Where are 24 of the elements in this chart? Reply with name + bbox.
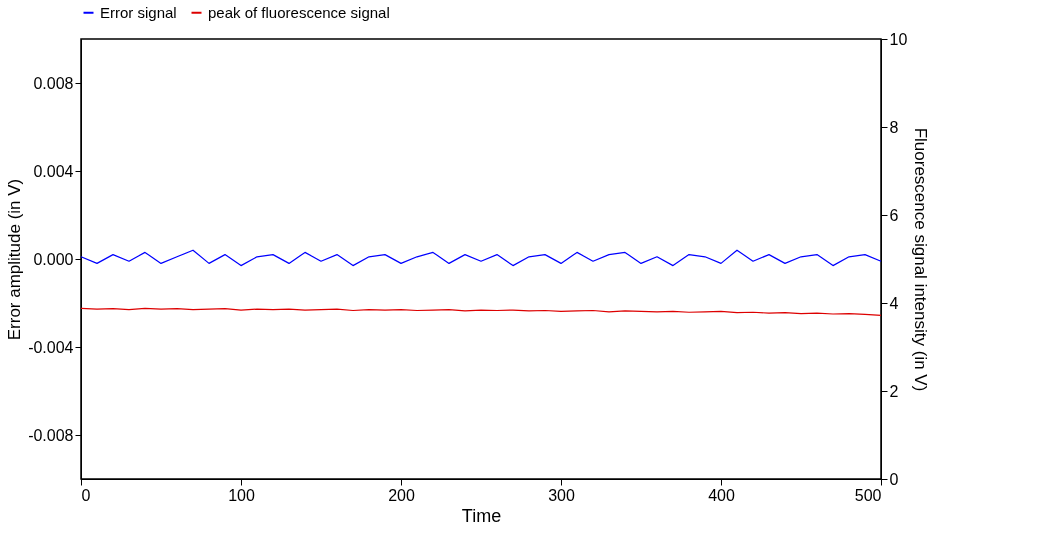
y2-tick-label: 0 (889, 470, 899, 488)
y-tick-label: 0.000 (33, 250, 74, 268)
legend-label: peak of fluorescence signal (208, 3, 390, 21)
y-tick-label: -0.004 (28, 338, 74, 356)
y2-tick-label: 2 (889, 382, 899, 400)
y2-tick-label: 4 (889, 294, 899, 312)
y-tick-label: -0.008 (28, 426, 74, 444)
x-tick-label: 400 (708, 486, 735, 504)
legend-label: Error signal (100, 3, 177, 21)
y2-axis-title: Fluorescence signal intensity (in V) (911, 127, 931, 392)
x-tick-label: 200 (388, 486, 415, 504)
x-tick-label: 100 (228, 486, 255, 504)
y2-tick-label: 8 (889, 118, 899, 136)
line-series (80, 249, 882, 267)
x-tick-label: 500 (854, 486, 882, 504)
y-tick-label: 0.004 (33, 162, 74, 180)
y-tick-label: 0.008 (33, 74, 74, 92)
x-tick-label: 0 (81, 486, 91, 504)
y-axis-title: Error amplitude (in V) (5, 178, 25, 341)
y2-tick-label: 6 (889, 206, 899, 224)
line-series (80, 307, 882, 316)
x-axis-title: Time (461, 505, 502, 526)
x-tick-label: 300 (548, 486, 575, 504)
y2-tick-label: 10 (889, 30, 908, 48)
